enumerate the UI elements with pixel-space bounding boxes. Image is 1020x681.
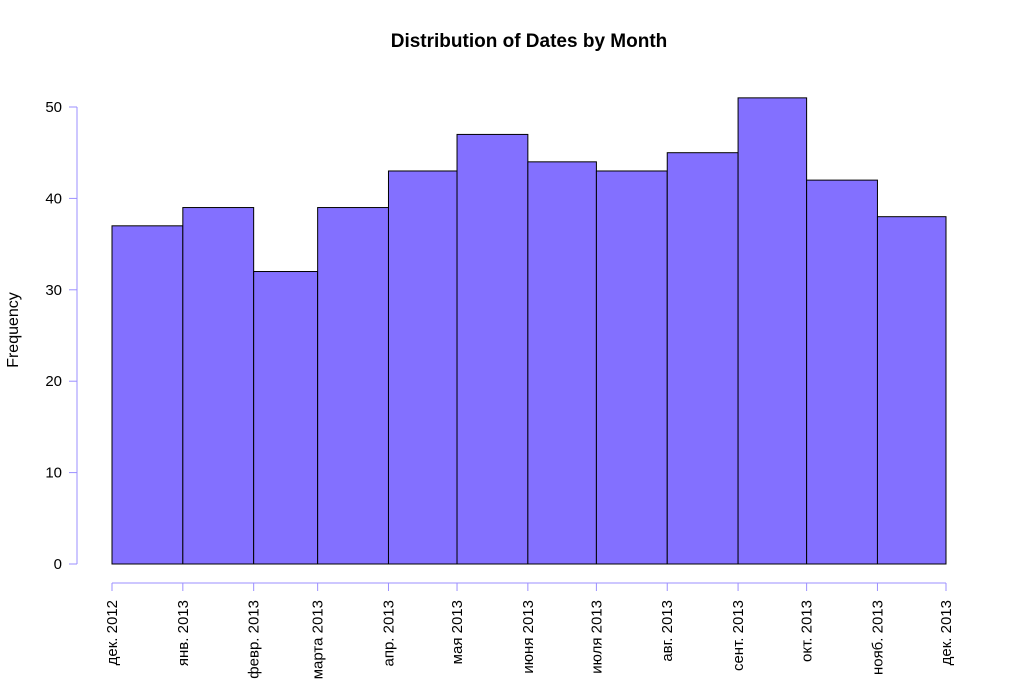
- x-tick-label: февр. 2013: [246, 600, 263, 679]
- x-tick-label: нояб. 2013: [869, 600, 886, 675]
- x-tick-label: авг. 2013: [659, 600, 676, 662]
- histogram-bar: [182, 207, 255, 565]
- y-tick-label: 0: [54, 556, 62, 573]
- y-tick-label: 20: [45, 373, 62, 390]
- histogram-bar: [111, 225, 184, 565]
- x-tick-label: апр. 2013: [380, 600, 397, 667]
- histogram-bar: [737, 97, 808, 565]
- x-tick-label: дек. 2013: [938, 600, 955, 665]
- histogram-bar: [595, 170, 668, 565]
- histogram-bar: [666, 152, 739, 565]
- x-tick-label: янв. 2013: [175, 600, 192, 666]
- histogram-bar: [253, 271, 319, 565]
- x-tick-label: мая 2013: [449, 600, 466, 664]
- histogram-bar: [527, 161, 597, 565]
- histogram-bar: [387, 170, 458, 565]
- histogram-bar: [317, 207, 389, 565]
- y-axis: 0 10 20 30 40 50: [45, 99, 78, 573]
- histogram-bar: [456, 133, 529, 565]
- x-axis: дек. 2012 янв. 2013 февр. 2013 марта 2013 ап…: [104, 582, 955, 679]
- x-tick-label: дек. 2012: [104, 600, 121, 665]
- bars-group: [111, 97, 947, 565]
- histogram-bar: [876, 216, 947, 565]
- x-tick-label: сент. 2013: [730, 600, 747, 671]
- histogram-bar: [806, 179, 878, 565]
- x-tick-label: окт. 2013: [799, 600, 816, 662]
- x-tick-label: марта 2013: [310, 600, 327, 679]
- y-tick-label: 50: [45, 99, 62, 116]
- x-tick-label: июня 2013: [520, 600, 537, 674]
- y-tick-label: 30: [45, 282, 62, 299]
- x-tick-label: июля 2013: [588, 600, 605, 674]
- chart-title: Distribution of Dates by Month: [391, 31, 668, 52]
- y-tick-label: 10: [45, 465, 62, 482]
- y-tick-label: 40: [45, 190, 62, 207]
- y-axis-label: Frequency: [5, 292, 22, 368]
